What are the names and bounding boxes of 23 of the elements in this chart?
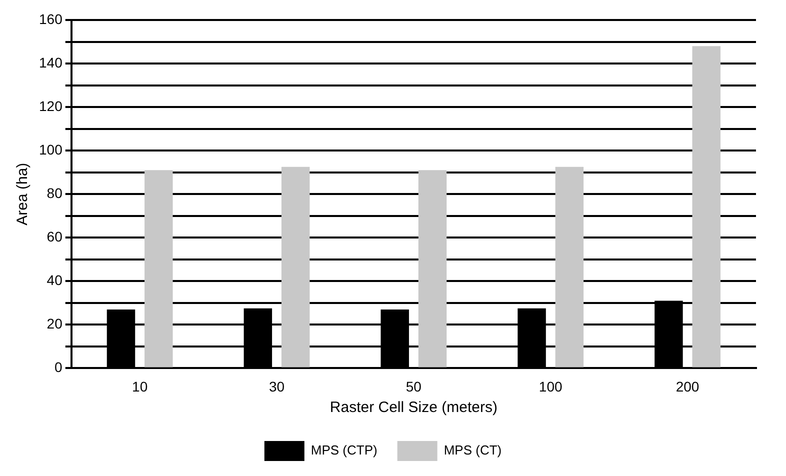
y-tick-label: 0: [54, 359, 63, 376]
x-tick-label: 100: [538, 378, 562, 394]
y-axis-title: Area (ha): [14, 162, 32, 226]
bar: [555, 166, 584, 368]
y-tick-label: 60: [46, 228, 63, 244]
y-tick-label: 80: [46, 184, 63, 201]
bar: [281, 166, 310, 368]
legend-label: MPS (CT): [444, 442, 502, 458]
x-tick-label: 30: [268, 378, 285, 394]
y-tick-label: 140: [39, 54, 63, 70]
y-tick-label: 20: [46, 316, 63, 332]
bar: [692, 46, 720, 368]
y-tick-label: 120: [39, 98, 63, 114]
x-tick-label: 200: [676, 378, 700, 394]
y-tick-label: 40: [46, 272, 63, 288]
bar: [418, 170, 447, 368]
x-axis-title: Raster Cell Size (meters): [330, 399, 498, 416]
x-tick-label: 50: [406, 378, 422, 394]
x-tick-label: 10: [132, 378, 148, 394]
bar: [144, 170, 173, 368]
legend-label: MPS (CTP): [310, 442, 378, 458]
y-tick-label: 100: [39, 141, 63, 158]
y-tick-label: 160: [39, 10, 63, 27]
